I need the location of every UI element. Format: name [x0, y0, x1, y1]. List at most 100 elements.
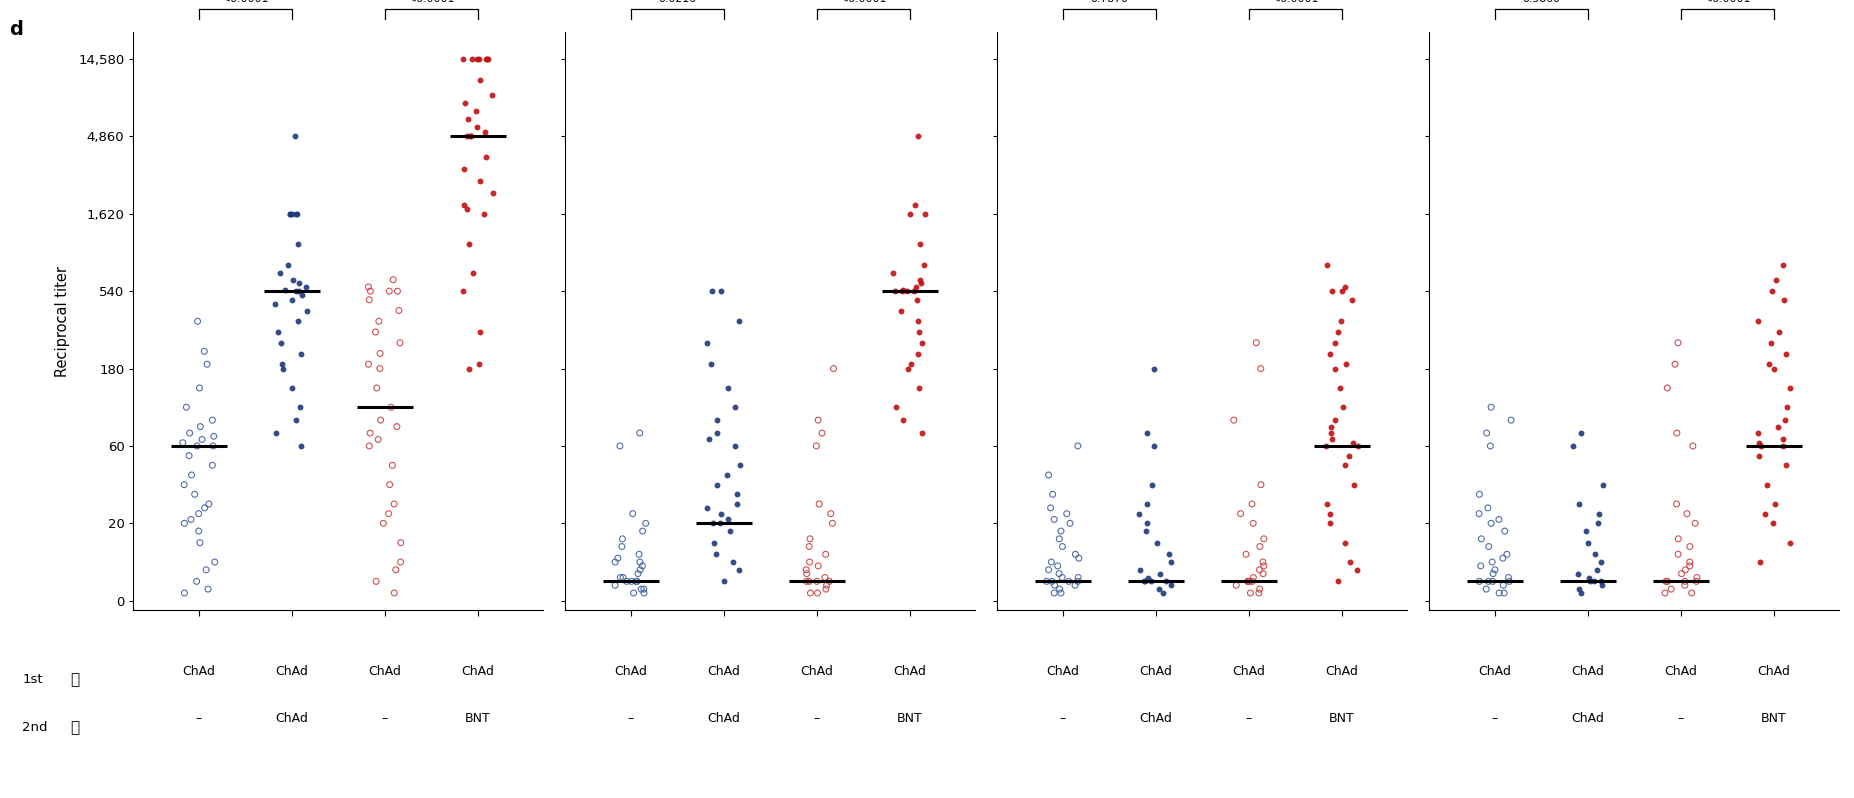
Point [901, 199, 931, 211]
Point [710, 575, 740, 588]
Point [895, 207, 925, 220]
Point [465, 326, 495, 338]
Point [1342, 563, 1372, 576]
Point [282, 207, 311, 220]
Point [280, 285, 310, 298]
Point [1036, 575, 1066, 588]
Point [1496, 414, 1526, 427]
Point [1489, 587, 1518, 599]
Point [456, 130, 486, 143]
Point [1772, 401, 1802, 413]
Text: ChAd: ChAd [1572, 666, 1604, 678]
Point [1472, 427, 1502, 440]
Point [198, 459, 228, 472]
Text: –: – [1678, 712, 1683, 725]
Point [606, 540, 636, 553]
Point [469, 207, 499, 220]
Point [286, 347, 315, 360]
Point [1479, 563, 1509, 576]
Point [1585, 575, 1615, 588]
Point [910, 259, 940, 272]
Point [176, 468, 206, 481]
Point [189, 345, 219, 358]
Point [449, 163, 478, 176]
Text: 0.7870: 0.7870 [1090, 0, 1129, 4]
Point [621, 575, 651, 588]
Point [1585, 508, 1615, 520]
Point [792, 575, 821, 588]
Point [356, 285, 386, 298]
Point [803, 559, 832, 572]
Point [1576, 575, 1606, 588]
Point [1557, 440, 1587, 452]
Point [721, 498, 751, 511]
Point [1046, 583, 1075, 595]
Point [1587, 579, 1617, 591]
Point [1652, 381, 1682, 394]
Point [886, 285, 916, 298]
Text: –: – [1059, 712, 1066, 725]
Point [888, 284, 918, 297]
Point [1246, 478, 1276, 491]
Point [271, 284, 300, 297]
Point [706, 285, 736, 298]
Point [1663, 532, 1693, 545]
Point [1485, 587, 1515, 599]
Text: BNT: BNT [465, 712, 491, 725]
Point [1235, 587, 1264, 599]
Text: <0.0001: <0.0001 [408, 0, 456, 4]
Point [354, 440, 384, 452]
Point [1149, 587, 1179, 599]
Text: BNT: BNT [1761, 712, 1787, 725]
Text: –: – [814, 712, 819, 725]
Point [1324, 575, 1353, 588]
Text: ChAd: ChAd [276, 712, 308, 725]
Point [1125, 563, 1155, 576]
Point [1754, 358, 1784, 370]
Text: ChAd: ChAd [1478, 666, 1511, 678]
Point [282, 207, 311, 220]
Point [1580, 575, 1609, 588]
Point [365, 414, 395, 427]
Point [1320, 337, 1350, 350]
Point [1339, 478, 1368, 491]
Point [1144, 583, 1174, 595]
Point [260, 298, 289, 310]
Point [1570, 525, 1600, 538]
Point [725, 459, 755, 472]
Point [449, 285, 478, 298]
Point [714, 381, 743, 394]
Point [1131, 525, 1161, 538]
Point [1046, 525, 1075, 538]
Point [1233, 575, 1263, 588]
Point [1674, 559, 1704, 572]
Point [1133, 517, 1162, 530]
Text: ChAd: ChAd [462, 666, 495, 678]
Point [184, 525, 213, 538]
Point [1743, 427, 1772, 440]
Point [1589, 478, 1619, 491]
Point [1222, 579, 1251, 591]
Point [1133, 427, 1162, 440]
Point [1131, 498, 1161, 511]
Point [456, 53, 486, 65]
Point [1674, 555, 1704, 568]
Point [198, 430, 228, 443]
Text: ChAd: ChAd [182, 666, 215, 678]
Point [1055, 517, 1085, 530]
Point [1237, 575, 1266, 588]
Point [712, 468, 742, 481]
Point [1157, 579, 1187, 591]
Point [465, 73, 495, 86]
Point [1316, 285, 1346, 298]
Point [1474, 575, 1504, 588]
Point [1327, 285, 1357, 298]
Point [795, 587, 825, 599]
Point [1035, 563, 1064, 576]
Point [1745, 437, 1774, 449]
Text: 2nd: 2nd [22, 721, 48, 734]
Point [1331, 459, 1361, 472]
Point [1053, 575, 1083, 588]
Point [903, 315, 933, 328]
Point [1776, 381, 1806, 394]
